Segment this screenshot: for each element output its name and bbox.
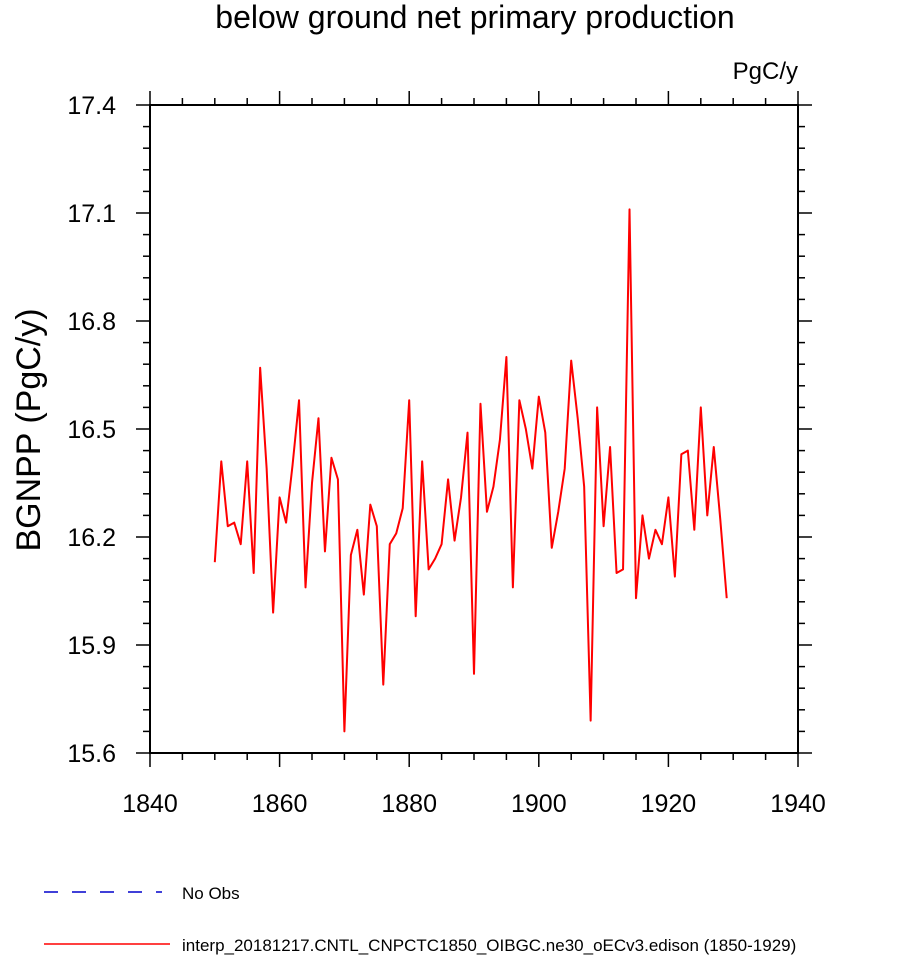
axis-ticks — [136, 91, 812, 767]
y-tick-label: 17.1 — [67, 200, 116, 228]
series-line-1 — [213, 208, 728, 733]
series-layer — [213, 208, 728, 733]
y-axis-label: BGNPP (PgC/y) — [10, 308, 48, 551]
y-tick-label: 16.5 — [67, 416, 116, 444]
x-tick-label: 1840 — [122, 790, 178, 818]
x-tick-label: 1940 — [770, 790, 826, 818]
axis-tick-labels: 1840 1860 1880 1900 1920 1940 15.6 15.9 16.2 16.5… — [67, 92, 825, 818]
chart-title: below ground net primary production — [215, 0, 734, 35]
y-tick-label: 15.9 — [67, 632, 116, 660]
x-tick-label: 1860 — [252, 790, 308, 818]
x-tick-label: 1880 — [381, 790, 437, 818]
y-tick-label: 16.2 — [67, 524, 116, 552]
legend-label-no-obs: No Obs — [182, 884, 240, 903]
legend-label-model: interp_20181217.CNTL_CNPCTC1850_OIBGC.ne… — [182, 936, 796, 955]
y-tick-label: 16.8 — [67, 308, 116, 336]
y-tick-label: 15.6 — [67, 740, 116, 768]
y-tick-label: 17.4 — [67, 92, 116, 120]
units-label: PgC/y — [733, 58, 798, 85]
legend: No Obs interp_20181217.CNTL_CNPCTC1850_O… — [44, 884, 796, 955]
x-tick-label: 1900 — [511, 790, 567, 818]
x-tick-label: 1920 — [641, 790, 697, 818]
